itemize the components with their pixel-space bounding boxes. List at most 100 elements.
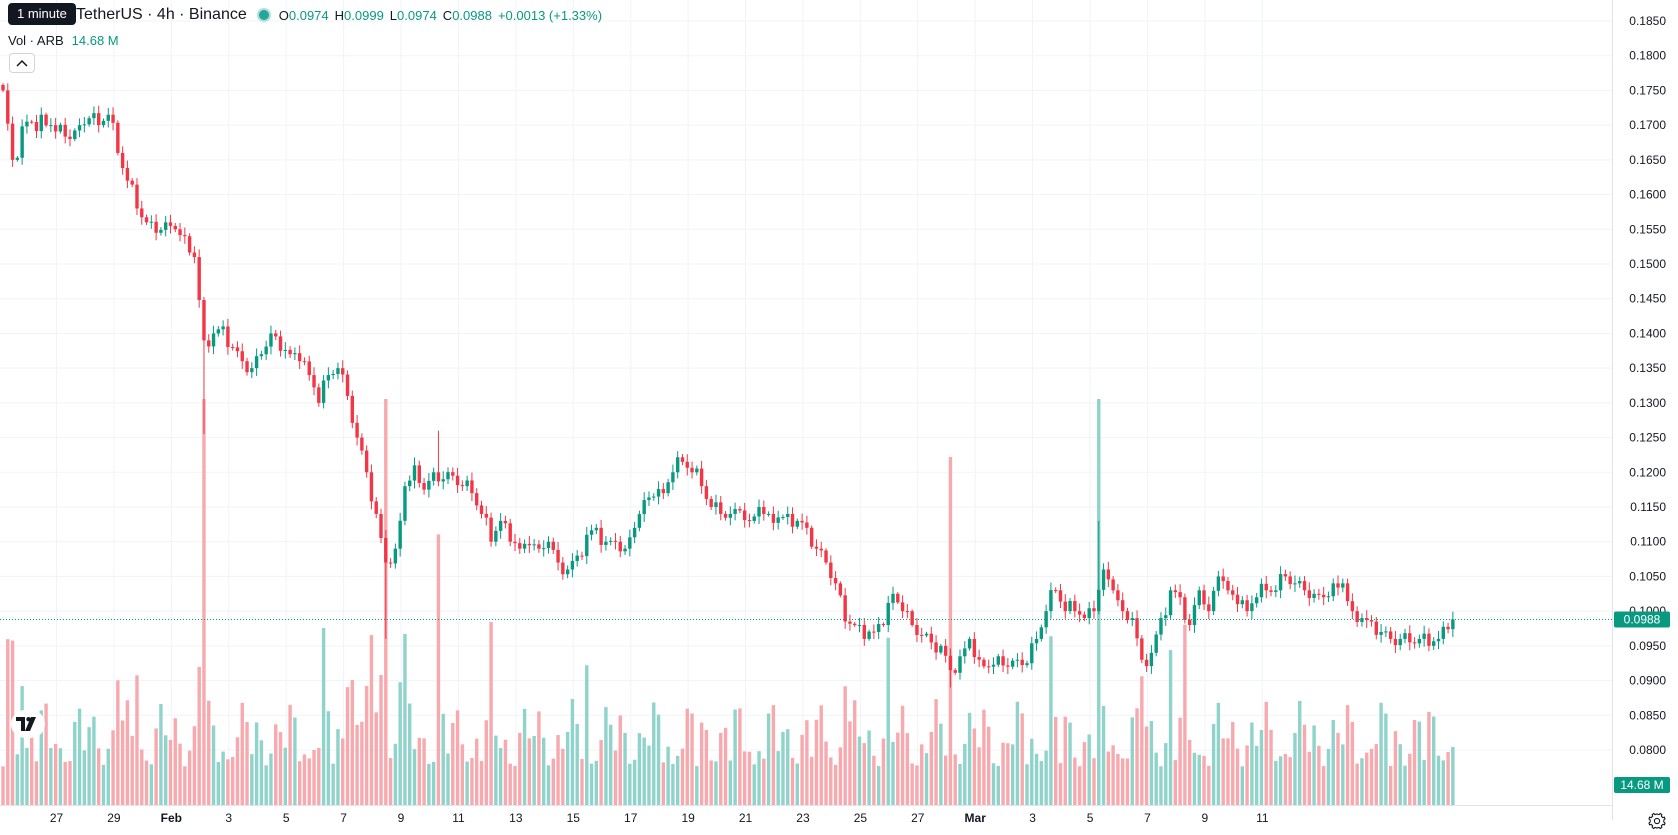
candle-body [814,546,819,549]
price-axis[interactable]: 0.08000.08500.09000.09500.10000.10500.11… [1629,14,1666,757]
candle-body [1106,569,1111,580]
series-legend: TetherUS · 4h · Binance O0.0974 H0.0999 … [8,6,602,24]
candle-body [479,505,484,514]
symbol-title[interactable]: TetherUS · 4h · Binance [76,6,247,23]
price-tick-label: 0.0950 [1629,639,1666,653]
candle-body [178,229,182,236]
candle-body [460,485,465,487]
price-tick-label: 0.0900 [1629,674,1666,688]
candle-body [422,482,426,490]
candle-body [637,514,642,528]
candle-body [1063,601,1067,612]
candle-body [135,184,139,209]
volume-bar [987,726,991,805]
volume-bar [1168,650,1173,805]
volume-bar [991,763,996,805]
candle-body [575,555,579,561]
market-status-dot[interactable] [256,8,271,22]
candle-body [451,472,455,476]
candle-body [1202,590,1206,605]
candle-body [1259,583,1264,598]
volume-bar [585,665,589,805]
volume-bar [527,738,532,805]
candle-body [163,222,168,230]
tradingview-logo[interactable] [11,710,45,738]
candle-body [202,300,206,341]
candle-body [1101,569,1106,590]
volume-bar [604,707,608,805]
volume-bar [379,675,383,805]
volume-bar [1,766,5,805]
candle-body [73,130,77,140]
volume-bar [1350,721,1355,805]
volume-bar [561,748,565,805]
candle-body [297,353,302,362]
volume-bar [757,751,761,805]
time-axis[interactable]: 27 29 Feb 3 5 7 9 11 13 15 17 19 21 23 25 27 Mar 3 5 7 9 11 [50,811,1269,825]
time-tick-label: 9 [1202,811,1209,825]
volume-bar [920,744,924,805]
candle-body [154,221,158,233]
price-tick-label: 0.1300 [1629,396,1666,410]
volume-bar [192,726,197,805]
candle-body [1345,583,1350,602]
volume-bar [872,755,876,805]
candle-body [10,123,15,160]
volume-legend[interactable]: Vol · ARB 14.68 M [8,33,119,48]
volume-bar [1135,708,1139,805]
volume-bar [819,705,823,805]
candle-body [1427,633,1431,646]
volume-bar [857,736,862,805]
volume-bar [1030,738,1034,805]
chart-settings-button[interactable] [1648,812,1666,830]
candle-body [1403,633,1407,639]
volume-bar [1336,732,1340,805]
candle-body [369,472,374,502]
price-tick-label: 0.1200 [1629,465,1666,479]
volume-bar [982,709,986,805]
candle-body [120,152,125,169]
candle-body [441,479,445,482]
change-value: +0.0013 (+1.33%) [497,7,603,23]
candle-body [144,217,149,223]
candle-body [872,631,876,633]
volume-bar [494,735,498,805]
candle-body [475,493,479,506]
candle-body [1365,618,1369,621]
volume-bar [1451,747,1455,805]
candle-body [39,114,43,132]
candle-body [68,136,72,140]
candle-body [853,623,857,626]
volume-bar [532,735,536,805]
volume-bar [1068,722,1072,805]
candle-body [1288,576,1292,585]
candle-body [762,507,766,515]
volume-bar [1269,729,1273,805]
collapse-legend-button[interactable] [9,53,35,73]
candle-body [1020,659,1024,666]
volume-bar [226,759,230,805]
time-tick-label: 5 [1087,811,1094,825]
volume-bar [508,763,512,805]
volume-bar [297,761,302,805]
volume-bar [1183,624,1187,805]
candle-body [742,510,747,521]
candle-body [159,229,163,233]
candle-body [240,351,244,362]
candle-body [728,513,733,518]
candle-body [632,527,637,538]
volume-bar [551,758,555,805]
candle-body [221,326,225,330]
volume-bar [752,764,756,805]
volume-bar [1226,738,1230,805]
candle-body [393,548,398,564]
candle-body [1369,620,1374,622]
volume-bar [843,686,847,805]
candle-body [1326,596,1331,598]
volume-bar [87,727,91,805]
volume-bar [317,747,321,805]
volume-bar [101,764,106,805]
candle-body [948,655,953,671]
candle-body [1154,634,1158,653]
